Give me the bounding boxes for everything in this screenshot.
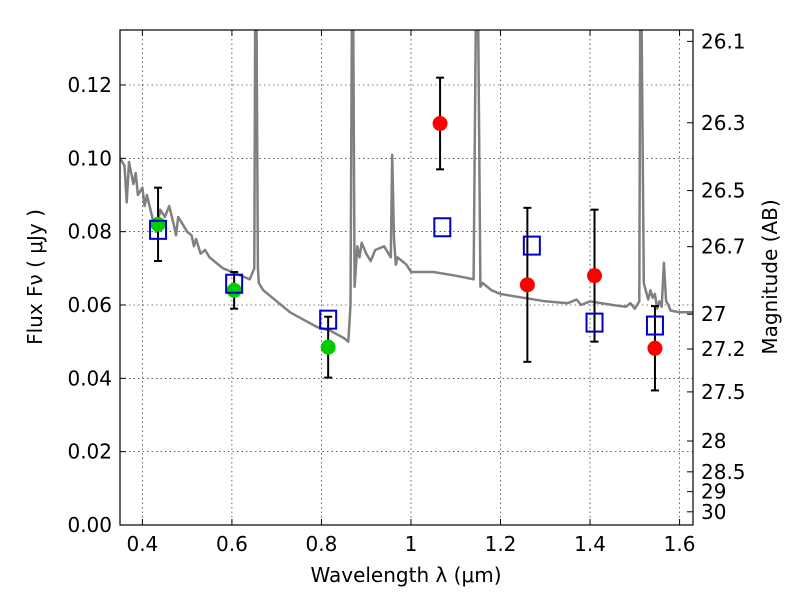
model-point bbox=[645, 315, 664, 336]
spectrum-line bbox=[120, 30, 693, 343]
y-tick-label: 0.10 bbox=[67, 146, 112, 170]
x-tick-label: 1.6 bbox=[664, 532, 696, 556]
y-right-tick-label: 27.2 bbox=[701, 337, 746, 361]
model-point bbox=[225, 273, 244, 294]
x-tick-label: 0.8 bbox=[306, 532, 338, 556]
plot-frame bbox=[119, 29, 694, 526]
x-tick-label: 1.2 bbox=[485, 532, 517, 556]
data-point bbox=[432, 116, 448, 131]
data-point bbox=[226, 282, 242, 298]
model-spectrum bbox=[120, 30, 693, 343]
y-tick-label: 0.02 bbox=[67, 440, 112, 464]
y-right-tick-label: 27.5 bbox=[701, 380, 746, 404]
model-point bbox=[522, 235, 541, 256]
model-point bbox=[585, 312, 604, 333]
y-right-tick-label: 28.5 bbox=[701, 460, 746, 484]
y-tick-label: 0.00 bbox=[67, 513, 112, 537]
y-right-tick-label: 30 bbox=[701, 500, 726, 524]
photometry-markers bbox=[149, 76, 664, 392]
data-point bbox=[150, 216, 166, 232]
y-tick-label: 0.08 bbox=[67, 220, 112, 244]
ticks: 0.4 0.6 0.8 1 1.2 1.4 1.6 0.00 0.02 0.04 0.06 0.08 0… bbox=[67, 29, 745, 556]
y-tick-label: 0.12 bbox=[67, 73, 112, 97]
data-point bbox=[587, 268, 603, 284]
data-point bbox=[519, 277, 535, 293]
y-tick-label: 0.04 bbox=[67, 366, 112, 390]
y-right-tick-label: 26.5 bbox=[701, 179, 746, 203]
plot-area bbox=[120, 30, 693, 525]
x-axis-label: Wavelength λ (μm) bbox=[310, 563, 501, 587]
y-right-tick-label: 28 bbox=[701, 429, 726, 453]
y-right-tick-label: 26.3 bbox=[701, 111, 746, 135]
model-point bbox=[319, 309, 338, 330]
model-point bbox=[149, 219, 168, 240]
x-tick-label: 1.4 bbox=[574, 532, 606, 556]
y-right-tick-label: 27 bbox=[701, 302, 726, 326]
x-tick-label: 0.4 bbox=[126, 532, 158, 556]
data-point bbox=[647, 340, 663, 356]
y-right-tick-label: 26.7 bbox=[701, 235, 746, 259]
y-axis-right-label: Magnitude (AB) bbox=[758, 199, 782, 354]
y-right-tick-label: 29 bbox=[701, 480, 726, 504]
y-right-tick-label: 26.1 bbox=[701, 29, 746, 53]
x-tick-label: 0.6 bbox=[216, 532, 248, 556]
model-point bbox=[433, 217, 452, 238]
y-axis-label: Flux Fν ( μJy ) bbox=[23, 209, 47, 345]
data-point bbox=[320, 339, 336, 355]
y-tick-label: 0.06 bbox=[67, 293, 112, 317]
x-tick-label: 1 bbox=[405, 532, 418, 556]
